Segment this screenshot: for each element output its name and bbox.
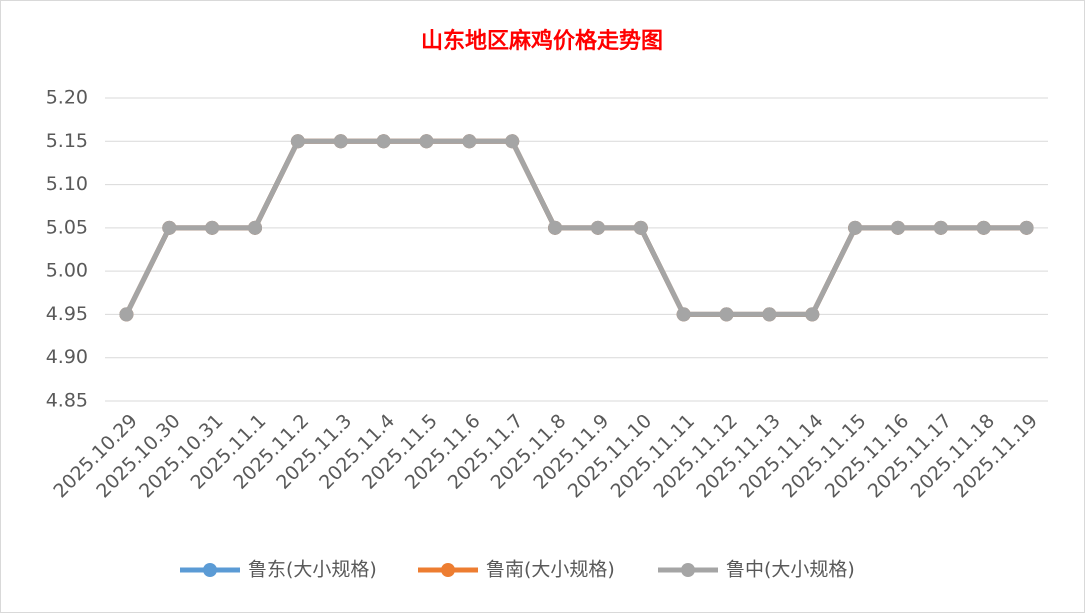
- data-point: [676, 307, 691, 322]
- data-point: [805, 307, 820, 322]
- legend-marker: [203, 563, 217, 577]
- legend-label: 鲁南(大小规格): [486, 559, 615, 581]
- y-tick-label: 5.15: [46, 130, 88, 152]
- legend-marker: [681, 563, 695, 577]
- data-point: [590, 220, 605, 235]
- legend-label: 鲁中(大小规格): [726, 559, 855, 581]
- chart-title: 山东地区麻鸡价格走势图: [421, 28, 663, 54]
- data-point: [205, 220, 220, 235]
- data-point: [848, 220, 863, 235]
- data-point: [290, 134, 305, 149]
- data-point: [719, 307, 734, 322]
- data-point: [1019, 220, 1034, 235]
- series-line: [124, 138, 1027, 317]
- y-tick-label: 5.05: [46, 216, 88, 238]
- legend-marker: [441, 563, 455, 577]
- y-tick-label: 5.00: [46, 260, 88, 282]
- y-tick-label: 4.90: [46, 346, 88, 368]
- data-point: [419, 134, 434, 149]
- y-tick-label: 4.95: [46, 303, 88, 325]
- data-point: [933, 220, 948, 235]
- data-point: [376, 134, 391, 149]
- data-point: [119, 307, 134, 322]
- y-tick-label: 5.20: [46, 87, 88, 109]
- data-point: [890, 220, 905, 235]
- legend-label: 鲁东(大小规格): [248, 559, 377, 581]
- y-tick-label: 5.10: [46, 173, 88, 195]
- data-point: [548, 220, 563, 235]
- y-tick-label: 4.85: [46, 390, 88, 412]
- data-point: [505, 134, 520, 149]
- data-point: [248, 220, 263, 235]
- data-point: [762, 307, 777, 322]
- data-point: [462, 134, 477, 149]
- data-point: [633, 220, 648, 235]
- data-point: [333, 134, 348, 149]
- data-point: [162, 220, 177, 235]
- data-point: [976, 220, 991, 235]
